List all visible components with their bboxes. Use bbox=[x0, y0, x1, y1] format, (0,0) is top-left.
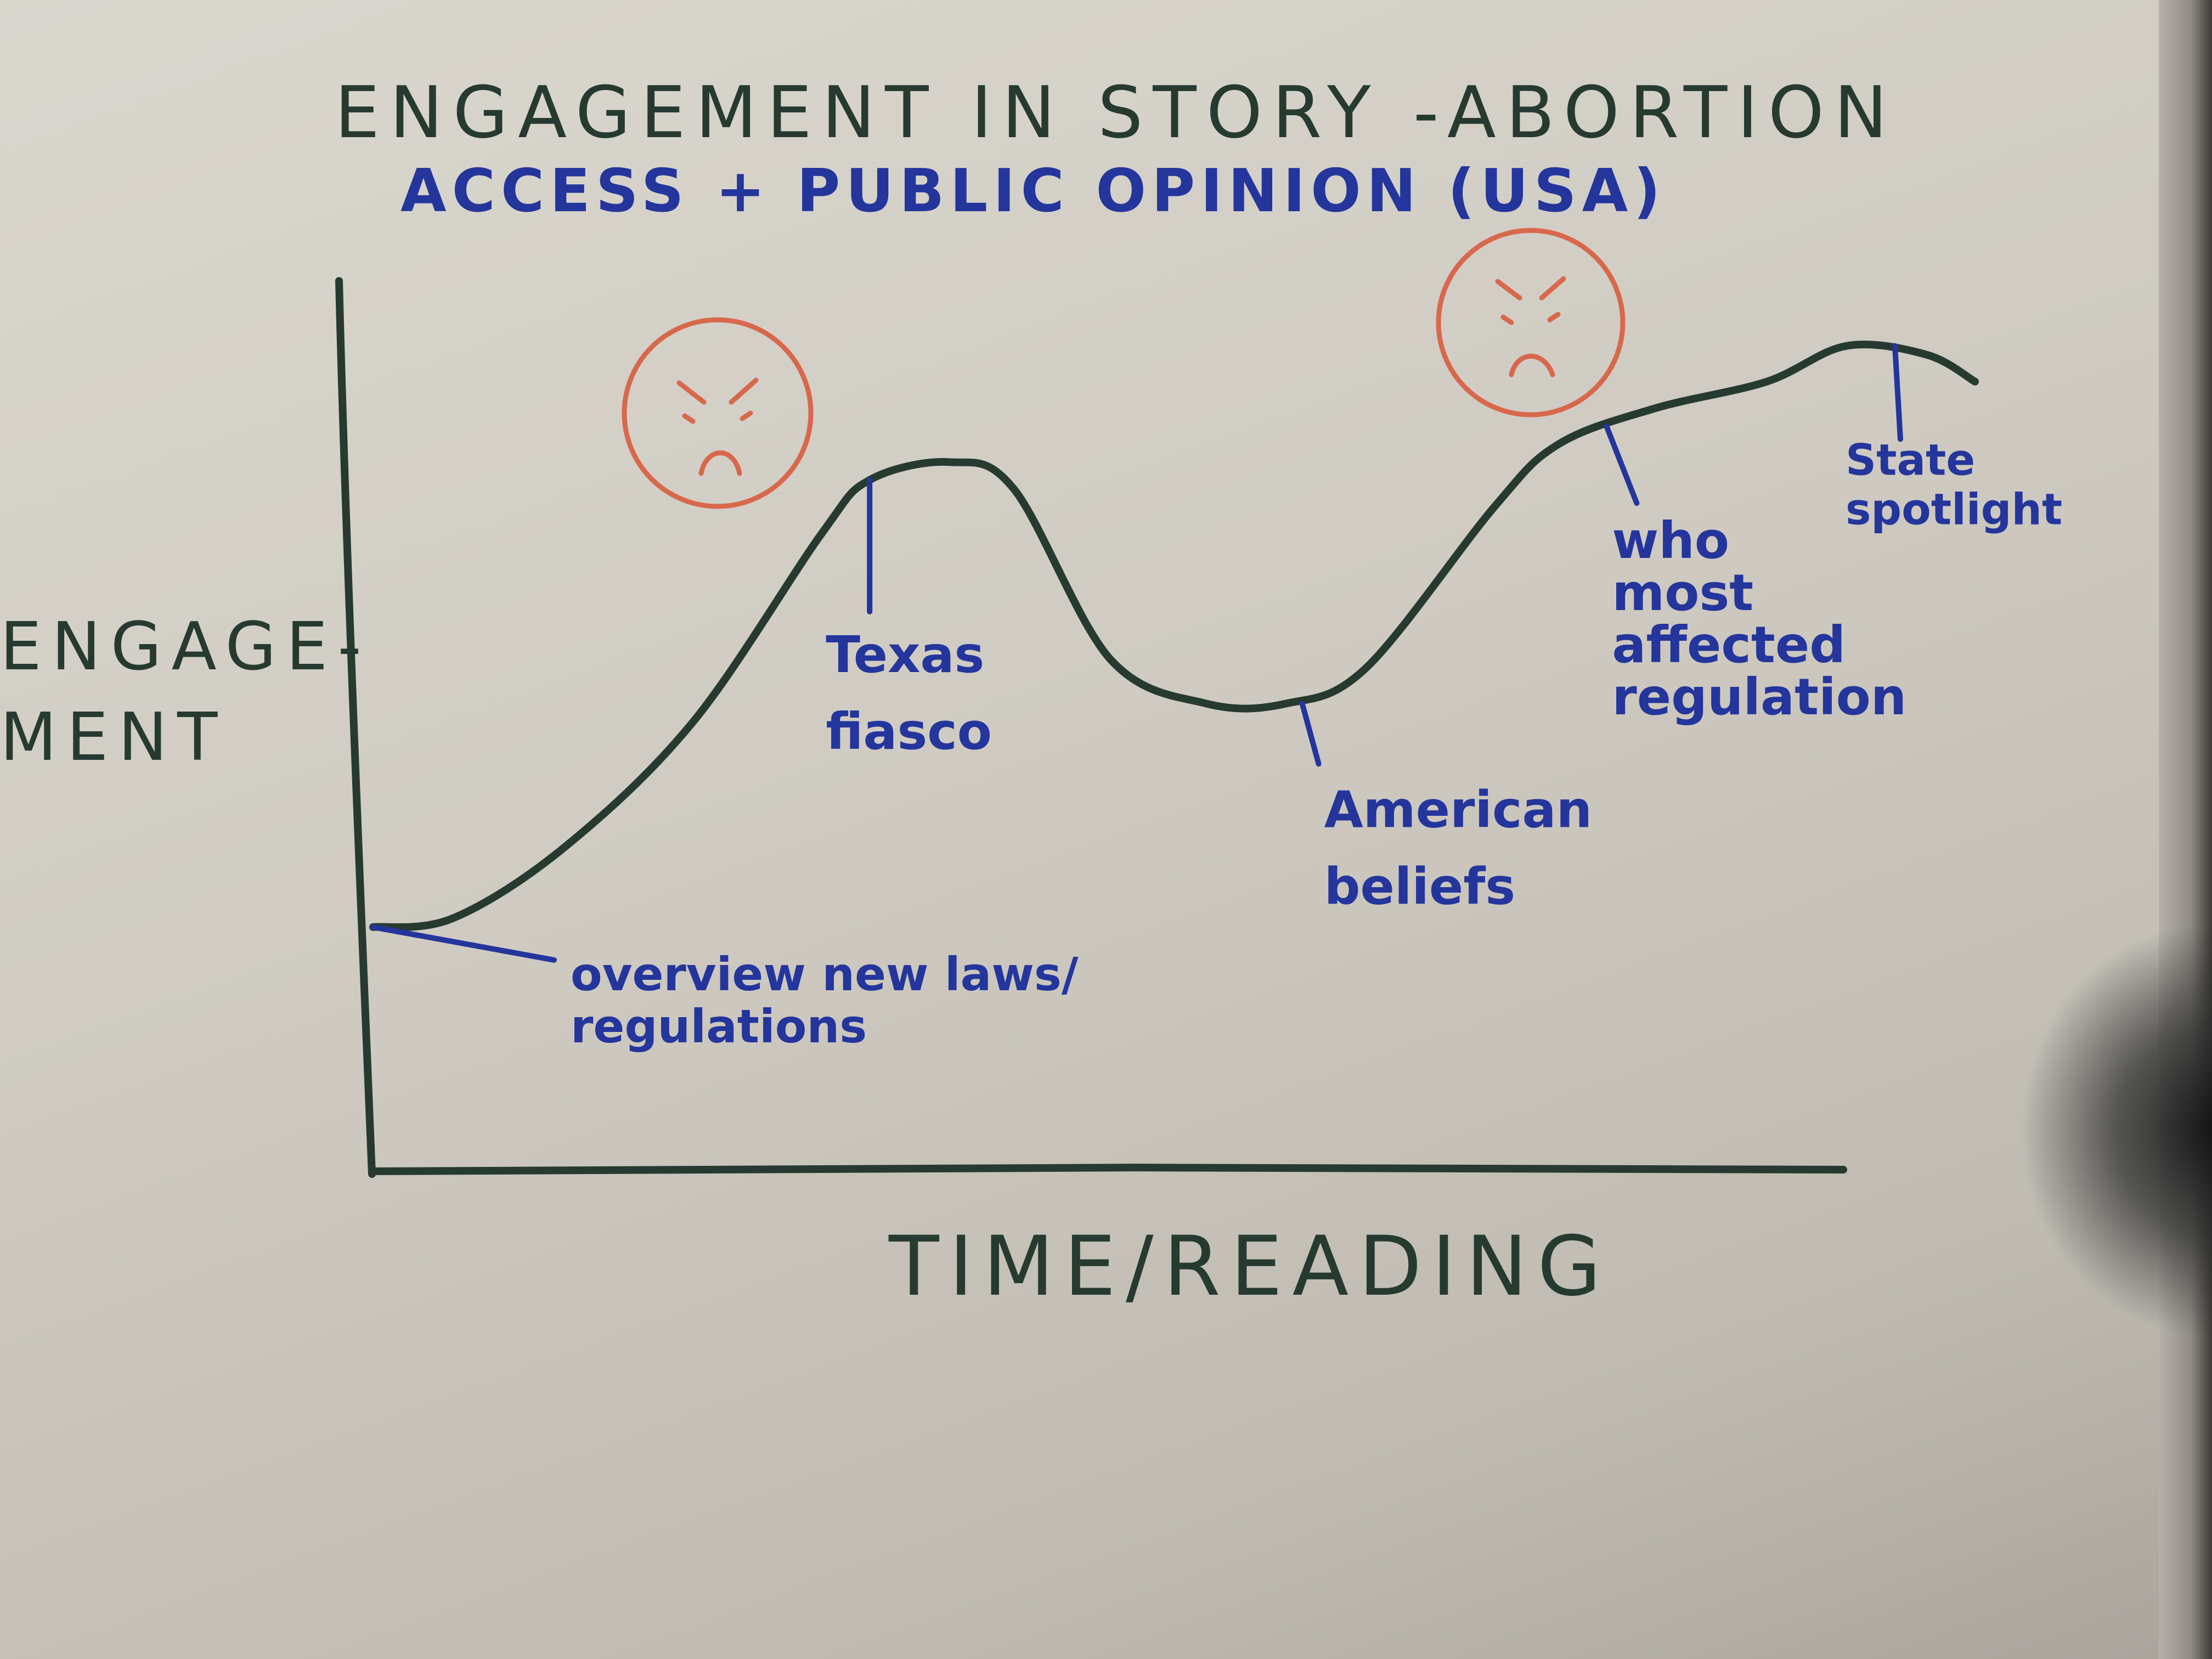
annotation-label: fiasco bbox=[826, 702, 992, 761]
annotation-label: who bbox=[1612, 511, 1729, 570]
notebook-edge bbox=[2159, 0, 2212, 1659]
annotation-label: overview new laws/ bbox=[571, 947, 1079, 1001]
annotation-leader-line bbox=[1604, 424, 1640, 506]
annotation-leader-line bbox=[1299, 701, 1322, 767]
annotation-label: regulation bbox=[1612, 668, 1906, 726]
annotation-label: American bbox=[1324, 780, 1592, 839]
angry-face-icon bbox=[1436, 228, 1626, 417]
engagement-curve bbox=[369, 340, 1979, 932]
annotation-label: most bbox=[1612, 563, 1753, 622]
annotation-label: beliefs bbox=[1324, 857, 1516, 916]
annotation-label: spotlight bbox=[1846, 485, 2062, 534]
annotation-layer: overview new laws/regulations Texas fiasco… bbox=[370, 343, 2062, 1053]
chart-subtitle: ACCESS + PUBLIC OPINION (USA) bbox=[400, 157, 1666, 225]
x-axis bbox=[368, 1164, 1847, 1175]
y-axis bbox=[335, 277, 376, 1178]
annotation-leader-line bbox=[370, 924, 557, 963]
annotation-label: State bbox=[1846, 436, 1975, 485]
annotation-label: Texas bbox=[826, 625, 984, 684]
annotation-label: regulations bbox=[571, 1000, 867, 1053]
chart-title: ENGAGEMENT IN STORY -ABORTION bbox=[335, 71, 1897, 154]
y-axis-label-line1: ENGAGE- bbox=[0, 609, 371, 685]
angry-face-icon bbox=[622, 317, 814, 509]
x-axis-label: TIME/READING bbox=[888, 1219, 1611, 1314]
hand-shadow bbox=[2019, 922, 2212, 1339]
annotation-label: affected bbox=[1612, 616, 1846, 674]
y-axis-label-line2: MENT bbox=[0, 699, 227, 776]
series-layer bbox=[369, 340, 1979, 932]
annotation-leader-line bbox=[1892, 343, 1903, 442]
